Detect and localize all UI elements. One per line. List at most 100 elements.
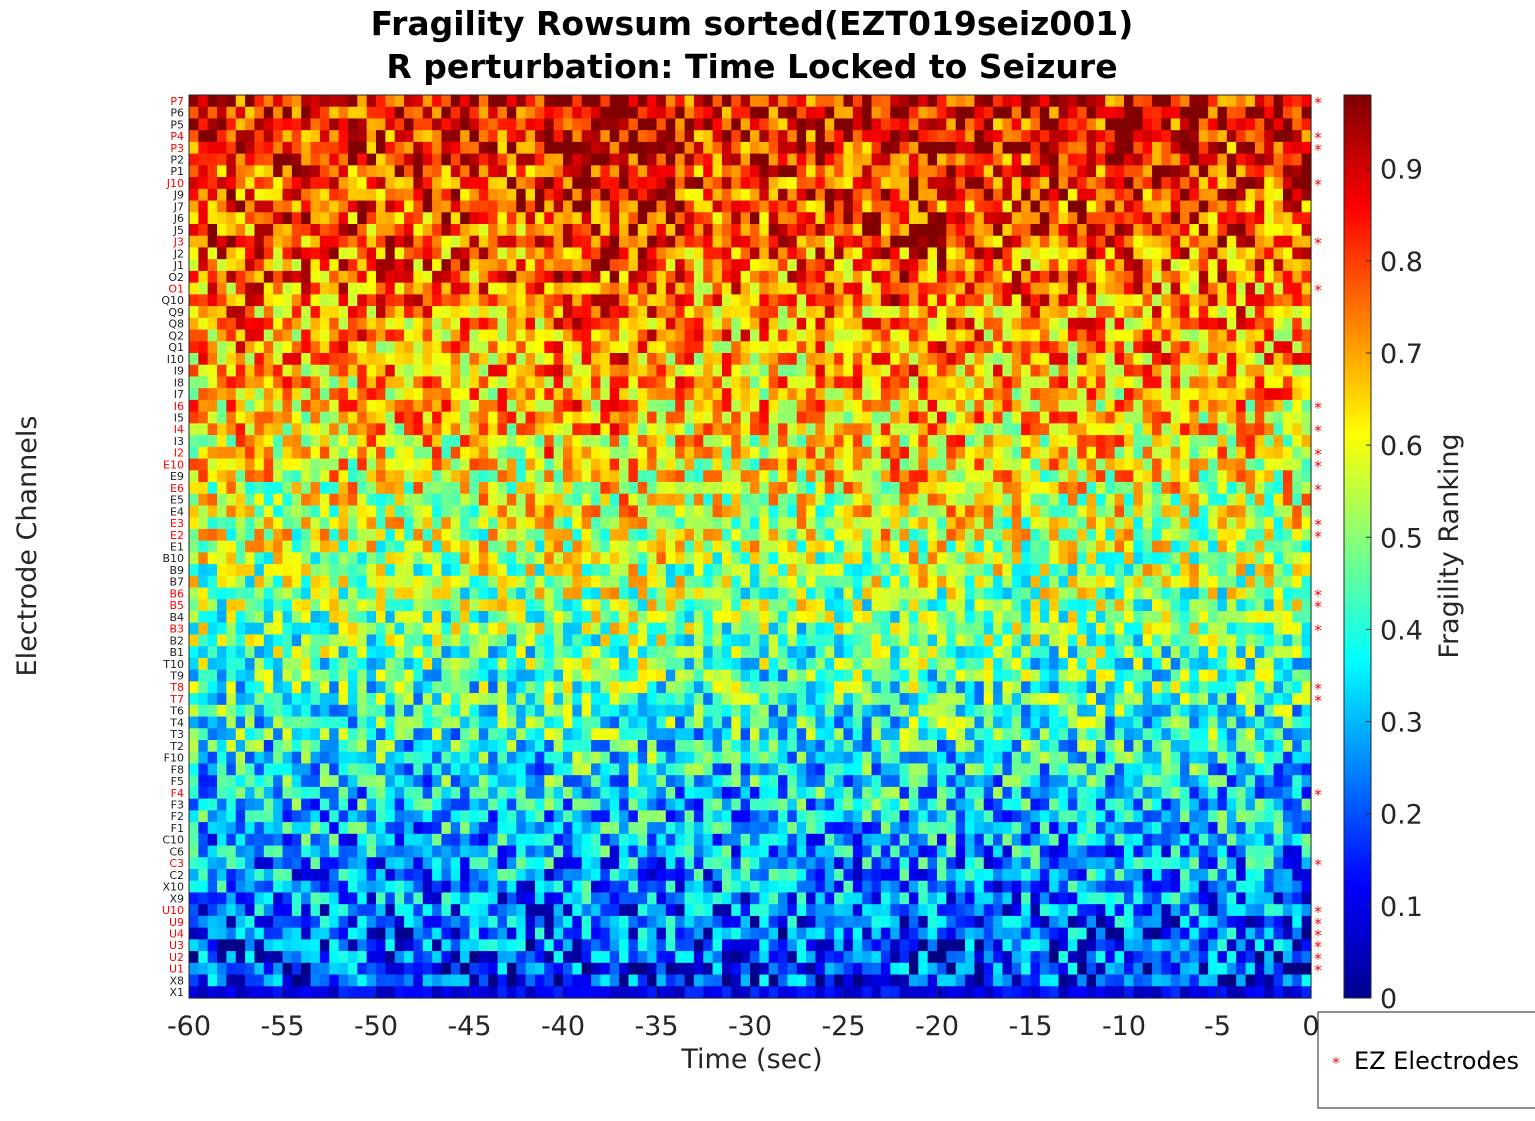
heatmap-cell xyxy=(198,388,209,401)
heatmap-cell xyxy=(908,118,919,131)
heatmap-cell xyxy=(843,482,854,495)
heatmap-cell xyxy=(759,458,770,471)
heatmap-cell xyxy=(1292,505,1303,518)
heatmap-cell xyxy=(460,177,471,190)
heatmap-cell xyxy=(759,575,770,589)
heatmap-cell xyxy=(544,235,555,249)
heatmap-cell xyxy=(983,482,994,495)
heatmap-cell xyxy=(1152,540,1162,553)
heatmap-cell xyxy=(422,224,433,237)
heatmap-cell xyxy=(591,106,601,120)
heatmap-cell xyxy=(740,282,751,295)
heatmap-cell xyxy=(469,224,480,237)
heatmap-cell xyxy=(946,259,957,272)
heatmap-cell xyxy=(1114,505,1125,518)
heatmap-cell xyxy=(1161,153,1172,166)
heatmap-cell xyxy=(824,165,835,178)
heatmap-cell xyxy=(1170,411,1181,424)
heatmap-cell xyxy=(852,200,863,213)
heatmap-cell xyxy=(217,376,227,389)
heatmap-cell xyxy=(768,388,779,401)
heatmap-cell xyxy=(1198,294,1209,307)
heatmap-cell xyxy=(441,528,452,542)
heatmap-cell xyxy=(684,353,695,366)
heatmap-cell xyxy=(450,106,461,120)
heatmap-cell xyxy=(226,247,237,260)
heatmap-cell xyxy=(1142,435,1153,448)
heatmap-cell xyxy=(1301,188,1312,202)
heatmap-cell xyxy=(852,329,863,342)
heatmap-cell xyxy=(862,235,873,249)
heatmap-cell xyxy=(806,423,817,436)
heatmap-cell xyxy=(1254,165,1265,178)
heatmap-cell xyxy=(563,259,573,272)
heatmap-cell xyxy=(1049,411,1060,424)
heatmap-cell xyxy=(329,493,340,507)
heatmap-cell xyxy=(703,212,714,225)
heatmap-cell xyxy=(198,165,209,178)
heatmap-cell xyxy=(721,306,732,319)
heatmap-cell xyxy=(824,341,835,354)
heatmap-cell xyxy=(918,493,929,507)
heatmap-cell xyxy=(1170,528,1181,542)
heatmap-cell xyxy=(329,270,340,284)
heatmap-cell xyxy=(665,106,676,120)
heatmap-cell xyxy=(376,411,386,424)
heatmap-cell xyxy=(1301,540,1312,553)
heatmap-cell xyxy=(291,458,302,471)
heatmap-cell xyxy=(534,282,545,295)
heatmap-cell xyxy=(750,235,760,249)
heatmap-cell xyxy=(1105,141,1116,155)
heatmap-cell xyxy=(263,458,274,471)
heatmap-cell xyxy=(647,306,658,319)
heatmap-cell xyxy=(357,341,368,354)
heatmap-cell xyxy=(1236,165,1247,178)
heatmap-cell xyxy=(693,259,704,272)
heatmap-cell xyxy=(254,575,265,589)
heatmap-cell xyxy=(572,470,583,483)
heatmap-cell xyxy=(1180,517,1191,530)
heatmap-cell xyxy=(301,470,312,483)
heatmap-cell xyxy=(366,505,377,518)
heatmap-cell xyxy=(721,505,732,518)
heatmap-cell xyxy=(1161,528,1172,542)
heatmap-cell xyxy=(357,200,368,213)
heatmap-cell xyxy=(1292,177,1303,190)
heatmap-cell xyxy=(478,153,489,166)
heatmap-cell xyxy=(712,364,723,378)
heatmap-cell xyxy=(347,270,358,284)
heatmap-cell xyxy=(1264,118,1275,131)
heatmap-cell xyxy=(413,435,424,448)
heatmap-cell xyxy=(1254,153,1265,166)
heatmap-cell xyxy=(245,200,256,213)
heatmap-cell xyxy=(759,493,770,507)
heatmap-cell xyxy=(703,177,714,190)
heatmap-cell xyxy=(965,552,975,565)
heatmap-cell xyxy=(1086,106,1097,120)
heatmap-cell xyxy=(1282,446,1293,460)
heatmap-cell xyxy=(1198,341,1209,354)
heatmap-cell xyxy=(207,235,218,249)
heatmap-cell xyxy=(1152,364,1162,378)
heatmap-cell xyxy=(1236,470,1247,483)
heatmap-cell xyxy=(899,95,910,108)
heatmap-cell xyxy=(628,423,639,436)
heatmap-cell xyxy=(366,95,377,108)
heatmap-cell xyxy=(1086,505,1097,518)
heatmap-cell xyxy=(899,188,910,202)
heatmap-cell xyxy=(347,106,358,120)
heatmap-cell xyxy=(628,329,639,342)
heatmap-cell xyxy=(254,130,265,143)
heatmap-cell xyxy=(880,153,891,166)
heatmap-cell xyxy=(1124,294,1134,307)
heatmap-cell xyxy=(871,552,882,565)
heatmap-cell xyxy=(843,95,854,108)
heatmap-cell xyxy=(422,235,433,249)
heatmap-cell xyxy=(525,505,536,518)
heatmap-cell xyxy=(460,505,471,518)
heatmap-cell xyxy=(1198,306,1209,319)
heatmap-cell xyxy=(619,446,630,460)
heatmap-cell xyxy=(404,95,414,108)
heatmap-cell xyxy=(890,259,901,272)
heatmap-cell xyxy=(1077,106,1088,120)
